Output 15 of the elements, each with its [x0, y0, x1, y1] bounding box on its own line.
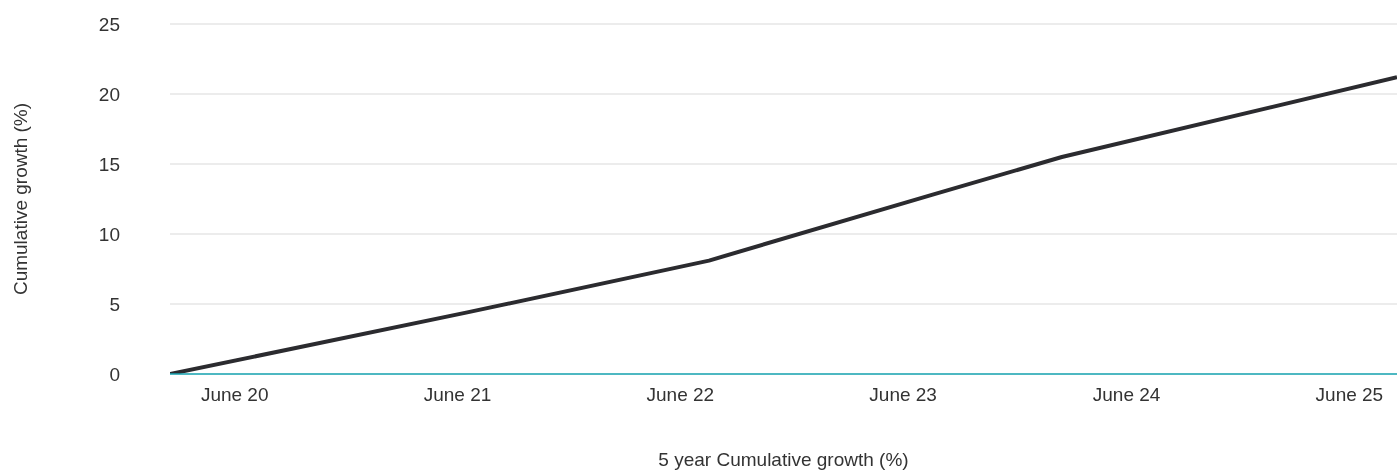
y-tick-label: 20 [98, 83, 120, 105]
line-series [170, 75, 1397, 374]
x-tick-label: June 20 [200, 384, 269, 406]
y-tick-label: 25 [98, 13, 120, 35]
x-tick-label: June 25 [1315, 384, 1384, 406]
x-tick-label: June 24 [1092, 384, 1161, 406]
y-tick-label: 10 [98, 223, 120, 245]
x-tick-label: June 21 [423, 384, 492, 406]
y-tick-label: 0 [109, 363, 120, 385]
x-tick-label: June 22 [646, 384, 715, 406]
y-tick-label: 5 [109, 293, 120, 315]
x-axis-title: 5 year Cumulative growth (%) [658, 449, 909, 470]
x-tick-label: June 23 [869, 384, 937, 406]
y-tick-label: 15 [98, 153, 120, 175]
y-axis-title: Cumulative growth (%) [9, 102, 31, 296]
